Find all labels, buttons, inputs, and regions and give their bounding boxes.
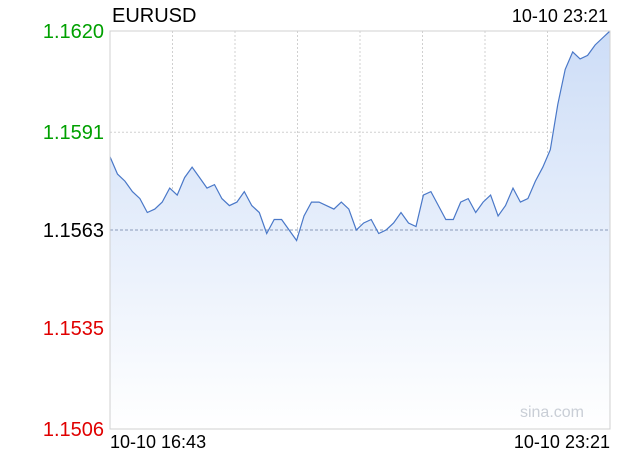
watermark: sina.com — [520, 404, 584, 421]
y-tick-label: 1.1620 — [43, 21, 104, 43]
chart-title: EURUSD — [112, 5, 196, 27]
plot-frame — [109, 30, 611, 430]
last-update-time: 10-10 23:21 — [512, 6, 608, 26]
y-axis-ticks: 1.1620 1.1591 1.1563 1.1535 1.1506 — [43, 21, 104, 441]
x-tick-start: 10-10 16:43 — [110, 432, 206, 452]
y-tick-label: 1.1591 — [43, 122, 104, 144]
y-tick-label: 1.1506 — [43, 419, 104, 441]
price-line — [109, 30, 611, 242]
plot-area: 16:43 1.158416:49 1.157916:55 1.157717:0… — [109, 30, 611, 430]
y-tick-label: 1.1535 — [43, 318, 104, 340]
y-tick-label: 1.1563 — [43, 220, 104, 242]
x-tick-end: 10-10 23:21 — [514, 432, 610, 452]
